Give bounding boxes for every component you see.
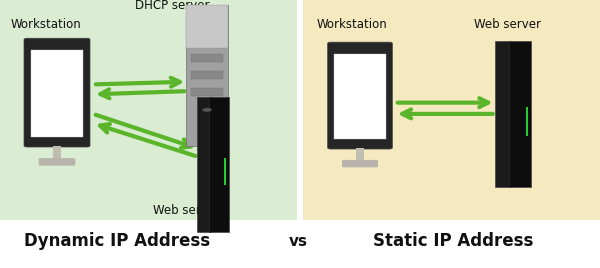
FancyBboxPatch shape [191,71,223,79]
FancyBboxPatch shape [334,54,386,139]
Bar [303,0,600,220]
FancyBboxPatch shape [191,54,223,62]
Text: Web server: Web server [474,18,541,31]
FancyBboxPatch shape [509,41,531,187]
FancyBboxPatch shape [526,107,528,136]
Text: Workstation: Workstation [11,18,82,31]
FancyBboxPatch shape [39,158,76,166]
Bar [0,0,297,220]
Text: Web server: Web server [153,204,220,217]
FancyBboxPatch shape [224,158,226,185]
Text: vs: vs [289,234,308,249]
FancyBboxPatch shape [328,42,392,149]
Text: Static IP Address: Static IP Address [373,232,533,250]
FancyBboxPatch shape [342,160,378,167]
FancyBboxPatch shape [496,41,510,187]
FancyBboxPatch shape [31,50,83,137]
FancyBboxPatch shape [191,88,223,96]
FancyBboxPatch shape [356,148,364,162]
Text: Workstation: Workstation [317,18,388,31]
FancyBboxPatch shape [187,5,228,48]
FancyBboxPatch shape [209,97,229,232]
Circle shape [202,108,212,112]
FancyBboxPatch shape [24,38,90,147]
FancyBboxPatch shape [197,97,211,232]
Text: DHCP server: DHCP server [135,0,209,12]
FancyBboxPatch shape [186,5,229,146]
Text: Dynamic IP Address: Dynamic IP Address [24,232,210,250]
FancyBboxPatch shape [53,146,61,161]
